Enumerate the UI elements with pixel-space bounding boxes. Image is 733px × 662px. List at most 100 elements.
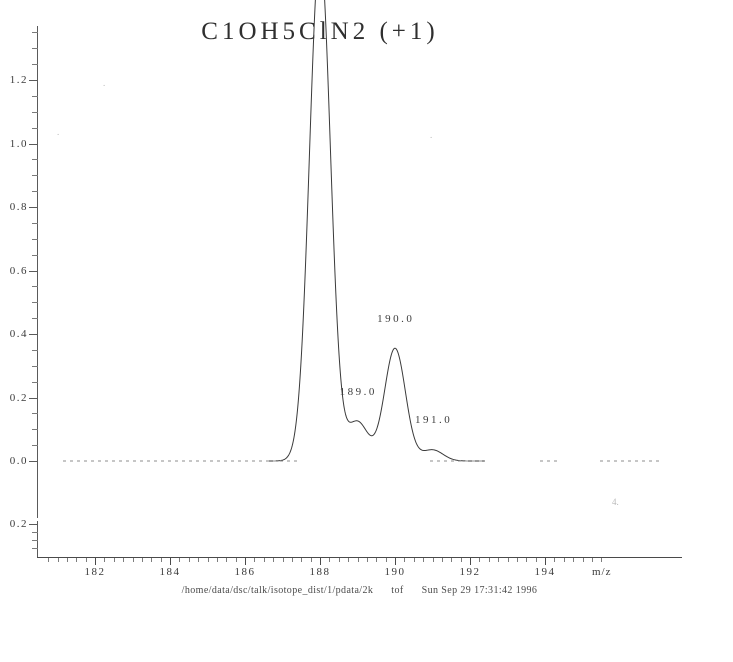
y-axis-minor-tick [32, 191, 38, 193]
x-axis-minor-tick [123, 558, 125, 562]
y-axis-minor-tick [32, 159, 38, 161]
x-axis-tick [95, 558, 96, 565]
x-axis-tick [395, 558, 396, 565]
y-axis-lower-segment [37, 521, 38, 558]
y-axis-minor-tick [32, 64, 38, 66]
x-axis-minor-tick [235, 558, 237, 562]
x-axis-tick-label: 194 [534, 566, 556, 578]
x-axis-minor-tick [460, 558, 462, 562]
x-axis-minor-tick [76, 558, 78, 562]
peak-label: 190.0 [377, 312, 415, 325]
y-axis-minor-tick [32, 413, 38, 415]
y-axis-minor-tick [32, 302, 38, 304]
x-axis-tick-label: 184 [159, 566, 181, 578]
y-axis-minor-tick [32, 254, 38, 256]
x-axis-minor-tick [226, 558, 228, 562]
y-axis-minor-tick [32, 175, 38, 177]
x-axis-minor-tick [188, 558, 190, 562]
x-axis-minor-tick [591, 558, 593, 562]
x-axis-minor-tick [254, 558, 256, 562]
x-axis-minor-tick [348, 558, 350, 562]
x-axis-minor-tick [404, 558, 406, 562]
y-axis-tick [29, 270, 38, 272]
x-axis-minor-tick [526, 558, 528, 562]
y-axis-minor-tick [32, 95, 38, 97]
x-axis-minor-tick [376, 558, 378, 562]
x-axis-minor-tick [291, 558, 293, 562]
x-axis-minor-tick [85, 558, 87, 562]
x-axis-tick [470, 558, 471, 565]
x-axis-tick-label: 192 [459, 566, 481, 578]
x-axis-minor-tick [329, 558, 331, 562]
scan-speck: . [57, 127, 60, 137]
x-axis-minor-tick [263, 558, 265, 562]
y-axis-minor-tick [32, 286, 38, 288]
footer-dataset-path: /home/data/dsc/talk/isotope_dist/1/pdata… [181, 585, 374, 596]
x-axis-minor-tick [479, 558, 481, 562]
y-axis-tick [29, 143, 38, 145]
footer-timestamp: Sun Sep 29 17:31:42 1996 [421, 585, 538, 596]
y-axis-minor-tick [32, 381, 38, 383]
x-axis-minor-tick [310, 558, 312, 562]
y-axis-minor-tick [32, 445, 38, 447]
x-axis-tick [320, 558, 321, 565]
x-axis-minor-tick [160, 558, 162, 562]
y-axis-tick [29, 334, 38, 335]
x-axis-tick [545, 558, 546, 565]
y-axis-minor-tick [32, 222, 38, 224]
scan-speck: 4. [612, 497, 619, 507]
x-axis-minor-tick [601, 558, 603, 562]
y-axis-minor-tick [32, 238, 38, 240]
x-axis-tick-label: 190 [384, 566, 406, 578]
y-axis-minor-tick [32, 32, 38, 34]
x-axis-tick-label: 188 [309, 566, 331, 578]
x-axis-minor-tick [132, 558, 134, 562]
x-axis-minor-tick [66, 558, 68, 562]
y-axis-tick-label: 0.4 [9, 328, 28, 340]
scan-speck: . [430, 130, 433, 140]
page-title: C1OH5ClN2 (+1) [201, 18, 439, 45]
y-axis-minor-tick [32, 540, 38, 541]
scan-speck: . [103, 78, 106, 88]
y-axis-tick-label: 0.2 [9, 518, 28, 530]
x-axis-minor-tick [582, 558, 584, 562]
x-axis-minor-tick [198, 558, 200, 562]
x-axis-minor-tick [413, 558, 415, 562]
y-axis-tick-label: 0.0 [9, 455, 28, 467]
y-axis-minor-tick [32, 548, 38, 549]
x-axis-minor-tick [57, 558, 59, 562]
y-axis-minor-tick [32, 48, 38, 50]
peak-label: 189.0 [339, 385, 377, 398]
x-axis-minor-tick [151, 558, 153, 562]
x-axis-minor-tick [357, 558, 359, 562]
x-axis-line [37, 557, 682, 558]
y-axis-minor-tick [32, 127, 38, 129]
x-axis-minor-tick [48, 558, 50, 562]
x-axis-minor-tick [432, 558, 434, 562]
x-axis-minor-tick [451, 558, 453, 562]
y-axis-tick-label: 1.2 [9, 74, 28, 86]
x-axis-title: m/z [592, 566, 612, 578]
peak-label: 191.0 [415, 414, 453, 427]
x-axis-minor-tick [366, 558, 368, 562]
x-axis-minor-tick [141, 558, 143, 562]
x-axis-tick [245, 558, 246, 565]
x-axis-tick-label: 186 [234, 566, 256, 578]
y-axis-tick [29, 397, 38, 399]
y-axis-minor-tick [32, 318, 38, 320]
footer-acquisition-mode: tof [391, 585, 404, 596]
x-axis-minor-tick [179, 558, 181, 562]
x-axis-minor-tick [385, 558, 387, 562]
y-axis-tick-label: 0.6 [9, 264, 28, 277]
x-axis-minor-tick [282, 558, 284, 562]
y-axis-tick-label: 0.8 [9, 201, 28, 213]
y-axis-minor-tick [32, 349, 38, 351]
x-axis-minor-tick [104, 558, 106, 562]
y-axis-tick-label: 0.2 [9, 391, 28, 404]
x-axis-minor-tick [338, 558, 340, 562]
y-axis-upper-segment [37, 26, 38, 518]
x-axis-minor-tick [498, 558, 500, 562]
y-axis-minor-tick [32, 532, 38, 533]
x-axis-minor-tick [507, 558, 509, 562]
x-axis-minor-tick [516, 558, 518, 562]
